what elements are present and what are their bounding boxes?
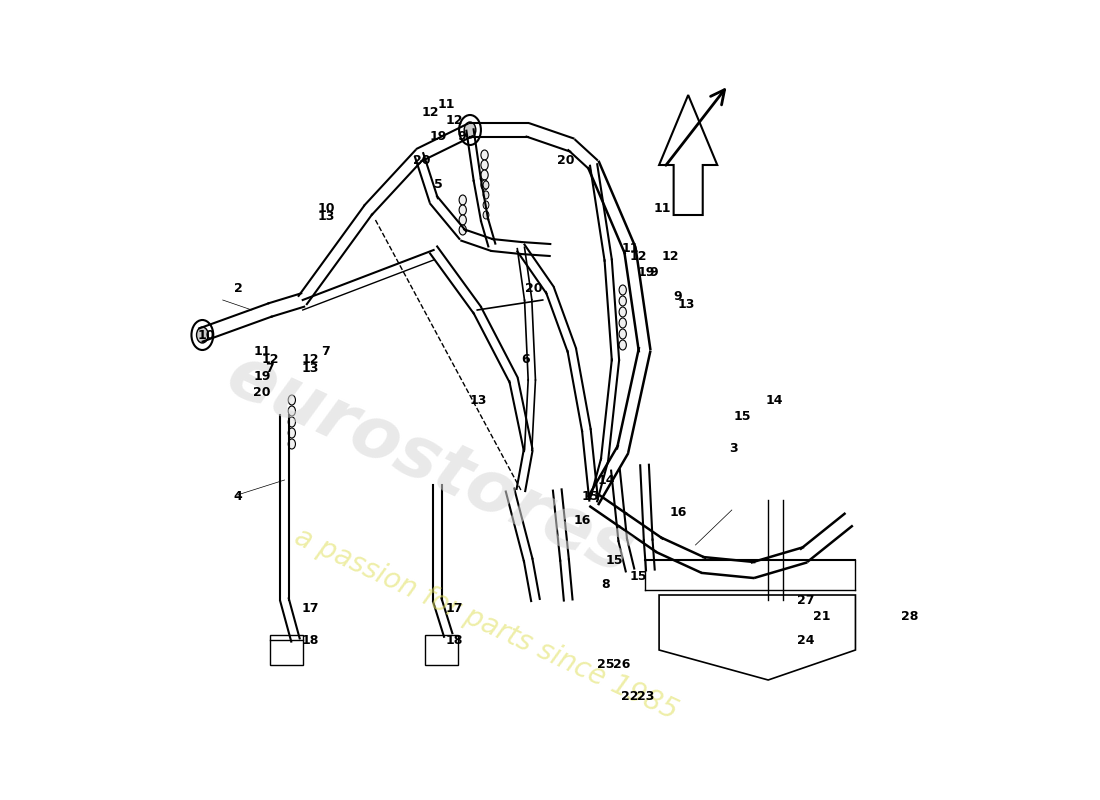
Text: 21: 21 [813, 610, 830, 622]
Ellipse shape [197, 327, 208, 343]
Text: 13: 13 [317, 210, 334, 222]
Text: 10: 10 [317, 202, 334, 214]
Text: 17: 17 [446, 602, 463, 614]
Text: 24: 24 [798, 634, 815, 646]
Text: 20: 20 [253, 386, 271, 398]
Ellipse shape [481, 170, 488, 180]
Ellipse shape [481, 160, 488, 170]
Text: 18: 18 [446, 634, 463, 646]
Text: 5: 5 [433, 178, 442, 190]
Text: 8: 8 [602, 578, 610, 590]
Text: 7: 7 [321, 346, 330, 358]
Text: 13: 13 [678, 298, 695, 310]
Text: 13: 13 [301, 362, 319, 374]
Text: 12: 12 [262, 354, 278, 366]
Text: 9: 9 [673, 290, 682, 302]
Text: 16: 16 [573, 514, 591, 526]
Ellipse shape [619, 318, 626, 328]
Bar [425, 635, 458, 665]
Text: 12: 12 [301, 354, 319, 366]
Text: 9: 9 [650, 266, 658, 278]
Text: 2: 2 [233, 282, 242, 294]
Ellipse shape [483, 181, 488, 189]
Ellipse shape [483, 201, 488, 209]
Text: 11: 11 [438, 98, 454, 110]
Text: 15: 15 [581, 490, 598, 502]
Text: 3: 3 [729, 442, 738, 454]
Text: 9: 9 [458, 130, 466, 142]
Text: 26: 26 [614, 658, 630, 670]
Ellipse shape [481, 150, 488, 160]
Text: 6: 6 [521, 354, 530, 366]
Ellipse shape [481, 180, 488, 190]
Text: 20: 20 [558, 154, 574, 166]
Ellipse shape [288, 406, 296, 416]
Ellipse shape [288, 395, 296, 405]
Text: 19: 19 [253, 370, 271, 382]
Ellipse shape [459, 215, 466, 225]
Ellipse shape [483, 191, 488, 199]
Text: 15: 15 [629, 570, 647, 582]
Text: 12: 12 [421, 106, 439, 118]
Ellipse shape [619, 307, 626, 317]
Bar [270, 635, 302, 665]
Text: 15: 15 [734, 410, 750, 422]
Text: 16: 16 [669, 506, 686, 518]
Ellipse shape [619, 296, 626, 306]
Text: 27: 27 [798, 594, 815, 606]
Text: 12: 12 [661, 250, 679, 262]
Text: 22: 22 [621, 690, 639, 702]
Text: 14: 14 [766, 394, 783, 406]
Text: 23: 23 [637, 690, 654, 702]
Ellipse shape [464, 122, 476, 138]
Text: 20: 20 [414, 154, 431, 166]
Text: 7: 7 [265, 362, 274, 374]
Text: 13: 13 [470, 394, 486, 406]
Text: 11: 11 [653, 202, 671, 214]
Text: 10: 10 [197, 330, 215, 342]
Ellipse shape [288, 417, 296, 427]
Ellipse shape [483, 211, 488, 219]
Ellipse shape [459, 115, 481, 145]
Text: 19: 19 [429, 130, 447, 142]
Text: 15: 15 [605, 554, 623, 566]
Text: 14: 14 [597, 474, 615, 486]
Text: 17: 17 [301, 602, 319, 614]
Ellipse shape [459, 225, 466, 235]
Ellipse shape [619, 285, 626, 295]
Text: 28: 28 [901, 610, 918, 622]
Ellipse shape [459, 195, 466, 205]
Text: 12: 12 [446, 114, 463, 126]
Ellipse shape [288, 439, 296, 449]
Text: 18: 18 [301, 634, 319, 646]
Ellipse shape [191, 320, 213, 350]
Text: eurostores: eurostores [216, 340, 645, 588]
Text: 12: 12 [629, 250, 647, 262]
Text: 25: 25 [597, 658, 615, 670]
Ellipse shape [619, 329, 626, 339]
Text: 20: 20 [526, 282, 542, 294]
Text: 11: 11 [621, 242, 639, 254]
Text: a passion for parts since 1985: a passion for parts since 1985 [290, 522, 682, 726]
Ellipse shape [459, 205, 466, 215]
Ellipse shape [288, 428, 296, 438]
Text: 19: 19 [637, 266, 654, 278]
Text: 4: 4 [233, 490, 242, 502]
Ellipse shape [619, 340, 626, 350]
Text: 11: 11 [253, 346, 271, 358]
